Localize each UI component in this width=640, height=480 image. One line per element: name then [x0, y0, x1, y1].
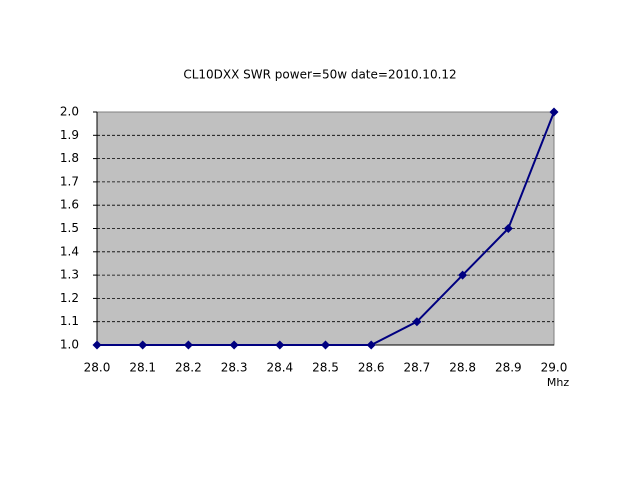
- plot-area: [96, 111, 555, 346]
- y-tick-label: 1.5: [60, 221, 79, 235]
- x-tick-label: 28.7: [404, 361, 431, 375]
- y-tick-label: 1.7: [60, 174, 79, 188]
- data-point: [229, 340, 239, 350]
- y-tick-label: 1.2: [60, 291, 79, 305]
- data-point: [549, 107, 559, 117]
- x-tick-label: 28.9: [495, 361, 522, 375]
- data-point: [503, 224, 513, 233]
- y-tick-label: 1.4: [60, 244, 79, 258]
- data-point: [138, 340, 148, 350]
- y-tick-label: 1.9: [60, 128, 79, 142]
- x-tick-label: 28.1: [129, 361, 156, 375]
- x-tick-label: 28.2: [175, 361, 202, 375]
- x-tick-label: 28.4: [266, 361, 293, 375]
- y-tick-label: 1.8: [60, 151, 79, 165]
- x-tick-label: 28.5: [312, 361, 339, 375]
- data-point: [412, 317, 422, 327]
- y-tick-label: 2.0: [60, 105, 79, 119]
- x-tick-label: 28.0: [84, 361, 111, 375]
- data-point: [458, 270, 468, 280]
- data-point: [183, 340, 193, 350]
- data-point: [366, 340, 376, 350]
- x-axis-label: Mhz: [547, 376, 569, 389]
- x-tick-label: 28.6: [358, 361, 385, 375]
- x-tick-label: 28.8: [449, 361, 476, 375]
- y-tick-label: 1.1: [60, 314, 79, 328]
- data-point: [275, 340, 285, 350]
- y-tick-label: 1.0: [60, 338, 79, 352]
- y-tick-label: 1.6: [60, 198, 79, 212]
- x-tick-label: 29.0: [541, 361, 568, 375]
- data-point: [92, 340, 102, 350]
- data-point: [321, 340, 330, 350]
- chart-title: CL10DXX SWR power=50w date=2010.10.12: [183, 68, 456, 82]
- y-tick-label: 1.3: [60, 268, 79, 282]
- x-tick-label: 28.3: [221, 361, 248, 375]
